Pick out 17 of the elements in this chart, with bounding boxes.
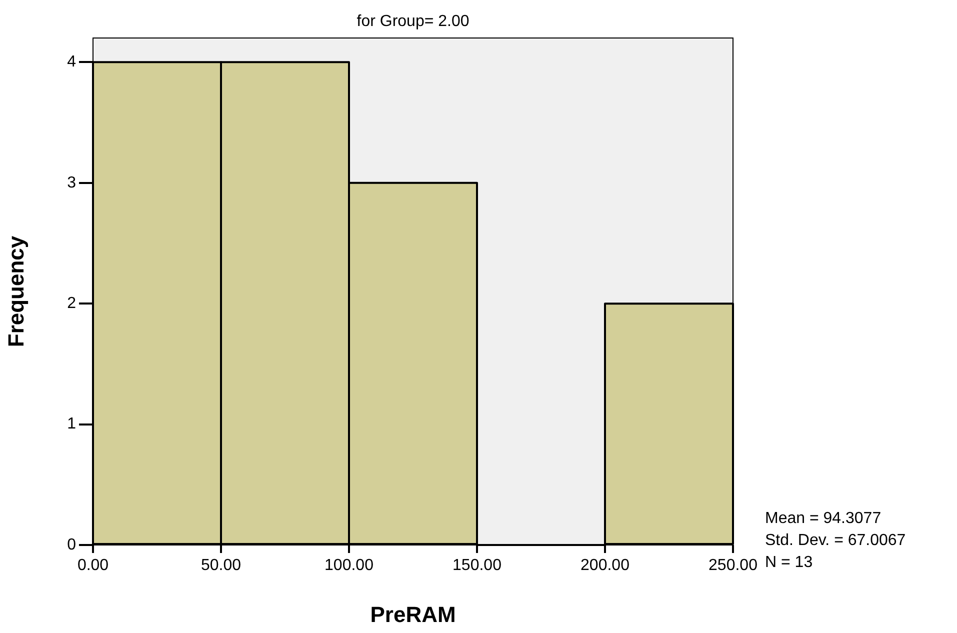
y-tick-label: 0 [67,536,76,554]
chart-title: for Group= 2.00 [356,13,470,30]
x-tick-label: 100.00 [324,557,374,574]
text: Std. Dev. = 67.0067 [765,532,906,549]
x-tick-label: 200.00 [580,557,630,574]
x-tick-label: 0.00 [77,557,109,574]
text: N = 13 [765,554,813,571]
text: Mean = 94.3077 [765,510,882,527]
x-tick-label: 50.00 [200,557,242,574]
y-tick-label: 3 [67,174,76,192]
y-tick-label: 4 [67,54,76,71]
y-tick-label: 1 [67,416,76,433]
y-axis-title: Frequency [3,235,28,348]
x-axis-title: PreRAM [370,602,456,627]
x-tick-label: 250.00 [708,557,758,574]
x-tick-label: 150.00 [452,557,502,574]
y-tick-label: 2 [67,294,76,312]
